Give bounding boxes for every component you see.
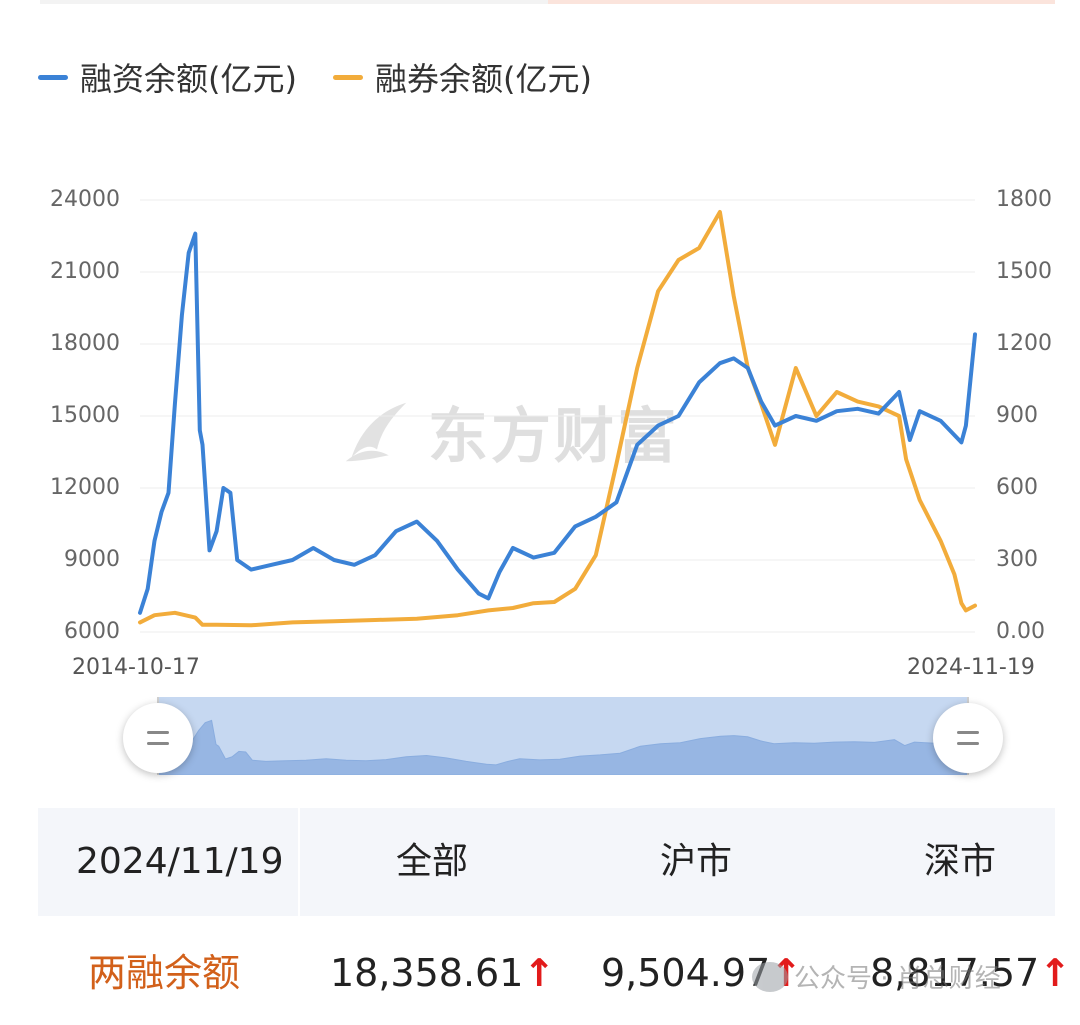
col-header-all[interactable]: 全部 <box>396 841 469 882</box>
y-left-tick-9000: 9000 <box>64 547 120 572</box>
y-right-tick-1200: 1200 <box>996 331 1052 356</box>
table-header-row: 2024/11/19 全部 沪市 深市 <box>38 808 1055 916</box>
value-sh-number: 9,504.97 <box>601 951 771 995</box>
col-header-sh[interactable]: 沪市 <box>660 841 733 882</box>
range-navigator[interactable] <box>158 697 968 775</box>
up-arrow-icon: ↑ <box>1039 951 1072 995</box>
watermark-text: 东方财富 <box>428 402 680 472</box>
wechat-icon <box>752 961 788 992</box>
navigator-left-handle[interactable] <box>123 703 193 773</box>
y-left-tick-21000: 21000 <box>50 259 120 284</box>
x-end-date: 2024-11-19 <box>907 655 1035 680</box>
legend-label-financing: 融资余额(亿元) <box>80 60 297 98</box>
navigator-right-handle[interactable] <box>933 703 1003 773</box>
navigator-preview <box>158 719 968 775</box>
y-right-tick-0: 0.00 <box>996 619 1045 644</box>
y-left-tick-6000: 6000 <box>64 619 120 644</box>
top-strip-accent <box>548 0 1055 4</box>
y-left-tick-24000: 24000 <box>50 187 120 212</box>
value-sz-number: 8,817.57 <box>870 951 1040 995</box>
value-all: 18,358.61↑ <box>330 954 555 992</box>
value-all-number: 18,358.61 <box>330 951 524 995</box>
table-date: 2024/11/19 <box>76 841 284 882</box>
y-left-tick-18000: 18000 <box>50 331 120 356</box>
y-left-tick-12000: 12000 <box>50 475 120 500</box>
y-right-tick-1800: 1800 <box>996 187 1052 212</box>
y-right-tick-900: 900 <box>996 403 1038 428</box>
y-right-tick-600: 600 <box>996 475 1038 500</box>
chart-legend: 融资余额(亿元) 融券余额(亿元) <box>38 52 592 102</box>
footer-watermark: 公众号 · 肖总财经 <box>752 958 1001 995</box>
dongfang-watermark: 东方财富 <box>338 388 680 475</box>
legend-item-short[interactable]: 融券余额(亿元) <box>332 54 592 100</box>
table-row: 两融余额 18,358.61↑ 9,504.97↑ 8,817.57↑ <box>38 916 1071 1024</box>
y-right-tick-1500: 1500 <box>996 259 1052 284</box>
col-header-sz[interactable]: 深市 <box>924 841 997 882</box>
top-strip <box>40 0 1055 4</box>
footer-watermark-text: 公众号 · 肖总财经 <box>794 964 1001 994</box>
legend-label-short: 融券余额(亿元) <box>374 60 592 98</box>
series-line-short-balance <box>138 210 977 628</box>
series-line-financing-balance <box>138 231 977 615</box>
legend-item-financing[interactable]: 融资余额(亿元) <box>38 54 297 100</box>
header-divider <box>298 808 300 916</box>
y-left-tick-15000: 15000 <box>50 403 120 428</box>
legend-swatch-short <box>332 74 363 80</box>
margin-balance-table: 2024/11/19 全部 沪市 深市 两融余额 18,358.61↑ 9,50… <box>38 808 1071 1024</box>
row-label: 两融余额 <box>88 951 241 995</box>
value-sz: 8,817.57↑ <box>870 954 1071 992</box>
up-arrow-icon: ↑ <box>523 951 556 995</box>
x-start-date: 2014-10-17 <box>72 655 200 680</box>
y-right-tick-300: 300 <box>996 547 1038 572</box>
navigator-area <box>158 719 968 775</box>
legend-swatch-financing <box>38 74 68 80</box>
